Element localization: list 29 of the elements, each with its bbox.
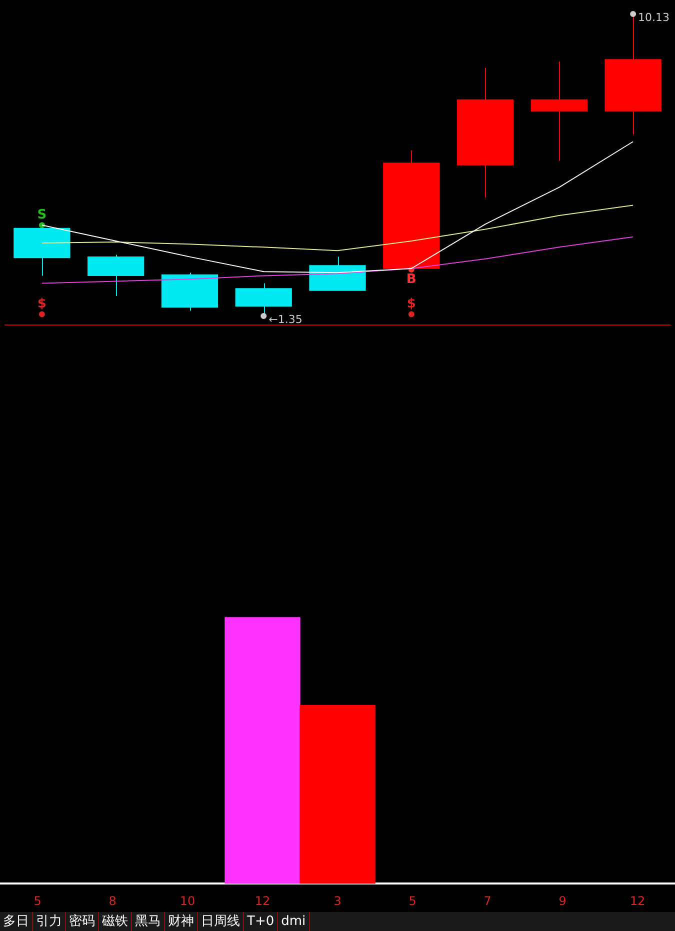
text: 密码 xyxy=(66,912,99,931)
x-tick-label: 10 xyxy=(180,894,196,908)
data-label: 10.13 xyxy=(638,10,670,24)
data-label: $ xyxy=(406,296,416,312)
x-tick-label: 8 xyxy=(108,894,116,908)
data-label: ←1.35 xyxy=(268,312,302,326)
point xyxy=(38,311,45,318)
x-tick-label: 5 xyxy=(34,894,42,908)
point xyxy=(630,11,636,18)
text: 黑马 xyxy=(132,912,165,931)
data-label: B xyxy=(406,272,416,287)
text: 日周线 xyxy=(198,912,244,931)
data-label: $ xyxy=(37,296,46,312)
text: 财神 xyxy=(165,912,198,931)
text: 磁铁 xyxy=(99,912,132,931)
text: dmi xyxy=(278,912,310,931)
data-label: S xyxy=(37,208,47,223)
text: 多日 xyxy=(0,912,33,931)
text: 引力 xyxy=(33,912,66,931)
point xyxy=(408,311,414,318)
x-tick-label: 9 xyxy=(558,894,566,908)
x-tick-label: 7 xyxy=(484,894,492,908)
text: T+0 xyxy=(244,912,278,931)
candlestick xyxy=(530,61,588,162)
x-tick-label: 12 xyxy=(630,894,646,908)
x-tick-label: 12 xyxy=(254,894,270,908)
point xyxy=(260,312,267,319)
x-tick-label: 5 xyxy=(408,894,416,908)
x-tick-label: 3 xyxy=(334,894,342,908)
